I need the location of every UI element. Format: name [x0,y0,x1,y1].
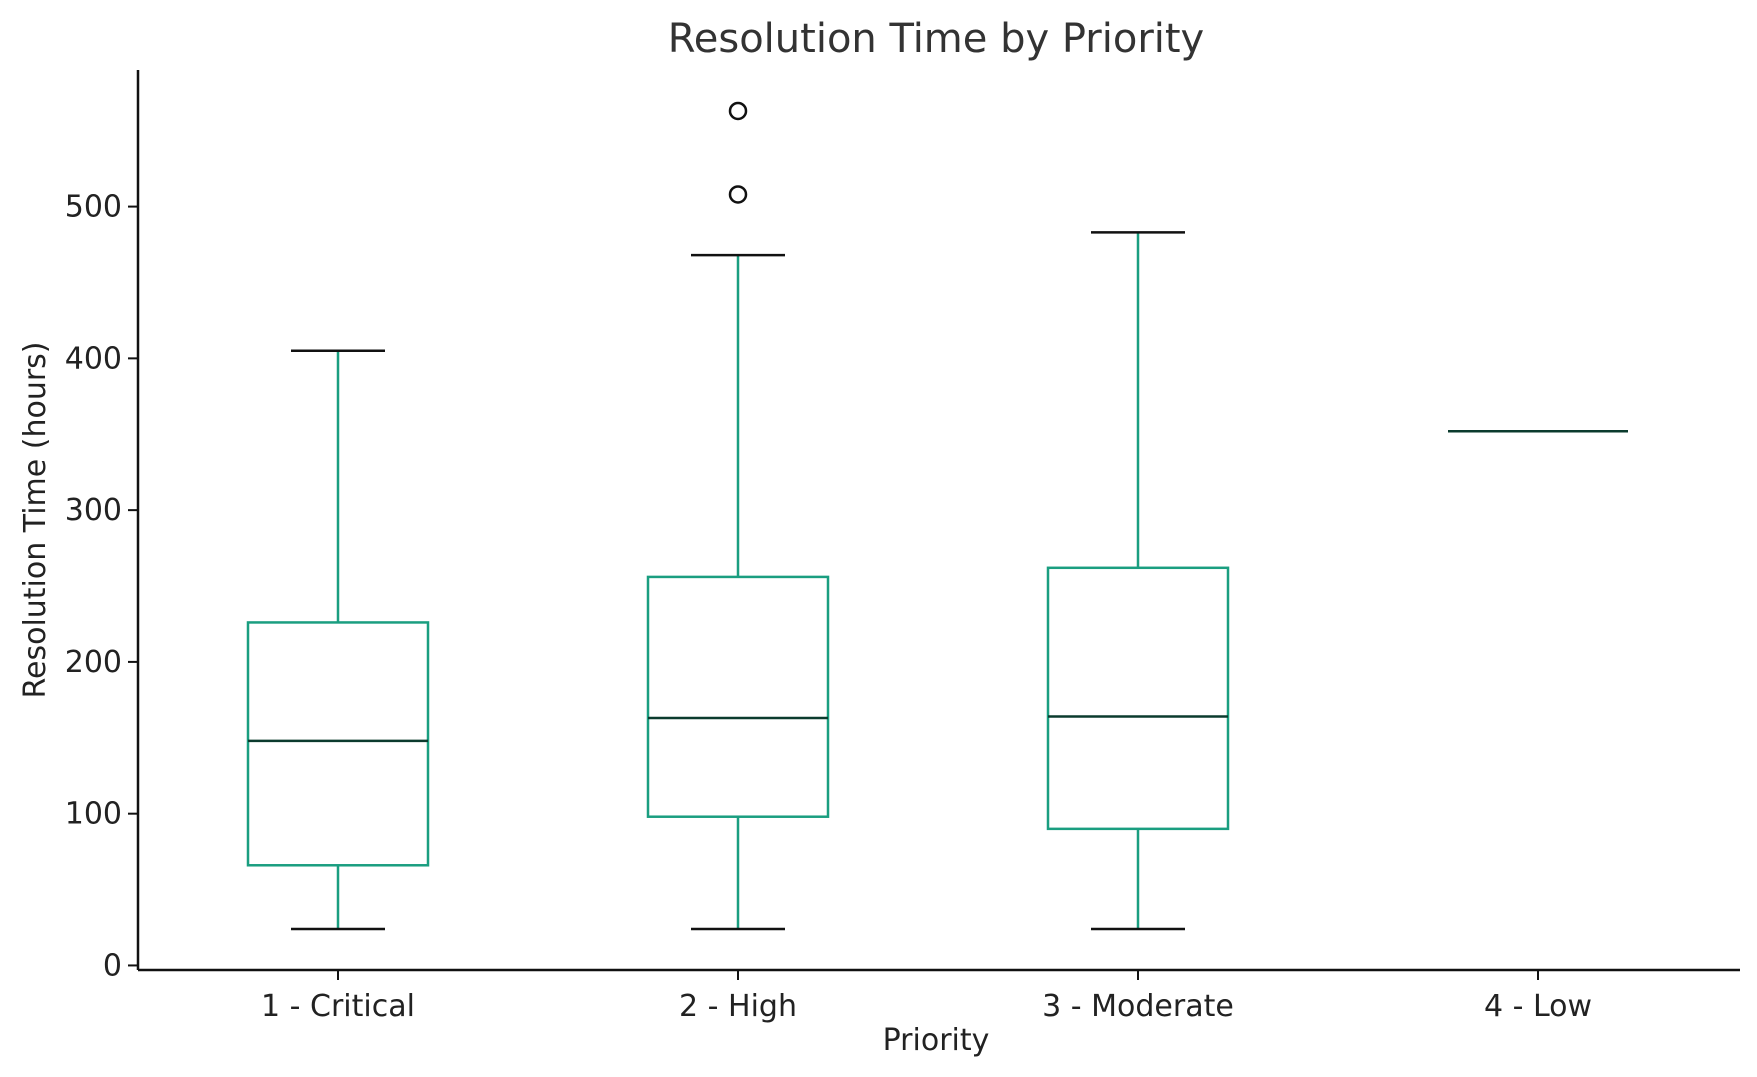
outlier-point [728,185,748,204]
y-axis-label: Resolution Time (hours) [18,342,53,699]
y-tick-label: 0 [103,948,122,983]
chart-title: Resolution Time by Priority [668,16,1204,62]
x-tick-label: 2 - High [679,989,797,1024]
box-group [1046,231,1230,931]
x-tick-label: 4 - Low [1484,989,1592,1024]
y-axis: 0 100 200 300 400 500 [65,70,140,983]
iqr-box [646,575,830,818]
box-group [246,349,430,931]
y-tick-label: 100 [65,797,122,832]
y-tick-label: 400 [65,341,122,376]
iqr-box [246,621,430,867]
y-tick-label: 200 [65,645,122,680]
box-group [646,101,830,931]
outlier-point [728,101,748,121]
x-axis: 1 - Critical 2 - High 3 - Moderate 4 - Low [138,968,1740,1024]
boxes [246,101,1628,931]
x-tick-label: 3 - Moderate [1042,989,1234,1024]
y-tick-label: 300 [65,493,122,528]
y-tick-label: 500 [65,190,122,225]
iqr-box [1046,566,1230,831]
x-tick-label: 1 - Critical [261,989,415,1024]
x-axis-label: Priority [883,1023,990,1058]
